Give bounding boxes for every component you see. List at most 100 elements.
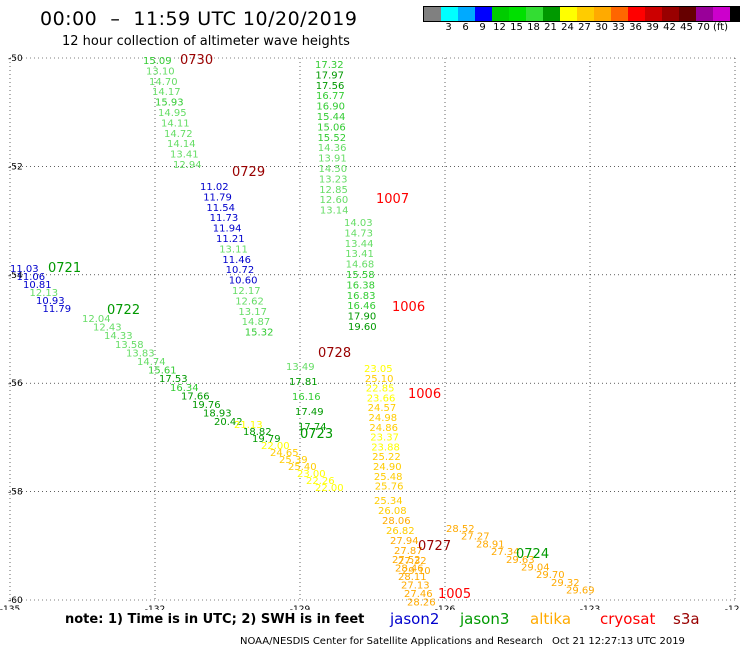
wave-height-value: 19.79 [252,434,281,445]
wave-height-value: 14.17 [152,87,181,98]
wave-height-value: 27.52 [392,555,421,566]
colorbar-tick-label: 24 [561,22,574,33]
colorbar-cell [441,7,458,21]
colorbar-cell [475,7,492,21]
wave-height-value: 26.08 [378,506,407,517]
wave-height-value: 12.43 [93,323,122,334]
wave-height-value: 29.32 [551,578,580,589]
colorbar-cell [696,7,713,21]
wave-height-value: 29.70 [536,570,565,581]
wave-height-value: 14.73 [344,228,373,239]
wave-height-value: 19.76 [192,400,221,411]
wave-height-value: 12.85 [319,185,348,196]
wave-height-value: 28.91 [476,539,505,550]
wave-height-value: 16.77 [316,91,345,102]
wave-height-value: 24.86 [369,423,398,434]
wave-height-value: 27.13 [401,581,430,592]
colorbar-cell [594,7,611,21]
colorbar-cell [713,7,730,21]
lat-label: -52 [8,162,23,172]
colorbar-cell [679,7,696,21]
wave-height-value: 24.90 [373,462,402,473]
wave-height-value: 23.66 [367,393,396,404]
colorbar-tick-label: 18 [527,22,540,33]
wave-height-value: 28.46 [395,564,424,575]
wave-height-value: 11.73 [210,213,239,224]
wave-height-value: 17.97 [315,70,344,81]
wave-height-value: 28.52 [446,524,475,535]
wave-height-value: 25.10 [365,374,394,385]
track-time-label: 1005 [438,587,471,602]
wave-height-value: 22.85 [366,384,395,395]
wave-height-value: 13.83 [126,348,155,359]
wave-height-value: 14.72 [164,129,193,140]
wave-height-value: 14.11 [161,118,190,129]
wave-height-value: 11.02 [200,182,229,193]
track-time-label: 0727 [418,539,451,554]
wave-height-value: 10.93 [36,296,65,307]
track-time-label: 0724 [516,547,549,562]
wave-height-value: 13.58 [115,340,144,351]
track-time-label: 1006 [392,300,425,315]
legend-jason2: jason2 [390,610,440,628]
wave-height-value: 15.93 [155,98,184,109]
wave-height-value: 14.70 [149,77,178,88]
wave-height-value: 11.94 [213,224,242,235]
track-time-label: 0723 [300,427,333,442]
wave-height-value: 24.98 [369,413,398,424]
wave-height-value: 18.93 [203,409,232,420]
lon-label: -123 [580,605,600,610]
colorbar-cell [509,7,526,21]
satellite-legend: jason2 jason3 altika cryosat s3a [0,610,740,630]
colorbar-cell [611,7,628,21]
wave-height-value: 25.40 [288,462,317,473]
wave-height-value: 24.65 [270,448,299,459]
wave-height-value: 22.26 [306,476,335,487]
colorbar-tick-label: 6 [462,22,469,33]
wave-height-value: 10.72 [226,265,255,276]
wave-height-value: 26.82 [386,526,415,537]
lat-label: -60 [8,596,23,606]
colorbar-cell [526,7,543,21]
wave-height-value: 23.00 [297,469,326,480]
wave-height-value: 19.60 [348,322,377,333]
colorbar-cell [492,7,509,21]
wave-height-value: 22.00 [315,483,344,494]
colorbar-cell [543,7,560,21]
wave-height-value: 13.14 [320,206,349,217]
wave-height-value: 15.52 [317,133,346,144]
colorbar-cell [730,7,740,21]
wave-height-value: 17.49 [295,407,324,418]
wave-height-value: 11.54 [206,203,235,214]
wave-height-value: 22.00 [261,441,290,452]
wave-height-value: 13.41 [170,150,199,161]
colorbar-tick-label: 30 [595,22,608,33]
wave-height-value: 12.60 [320,195,349,206]
colorbar-cell [424,7,441,21]
colorbar-tick-label: 27 [578,22,591,33]
wave-height-value: 17.53 [159,374,188,385]
colorbar-tick-label: 33 [612,22,625,33]
wave-height-value: 15.09 [143,56,172,67]
wave-height-value: 27.32 [398,556,427,567]
colorbar-tick-label: 21 [544,22,557,33]
track-time-label: 0729 [232,165,265,180]
colorbar-tick-label: 3 [445,22,452,33]
wave-height-value: 13.41 [345,249,374,260]
wave-height-value: 13.23 [319,174,348,185]
colorbar-cell [645,7,662,21]
wave-height-value: 16.46 [347,301,376,312]
lon-label: -135 [0,605,20,610]
wave-height-value: 13.44 [345,239,374,250]
footer-credit: NOAA/NESDIS Center for Satellite Applica… [240,636,543,647]
wave-height-value: 18.82 [243,427,272,438]
wave-height-value: 20.42 [214,417,243,428]
lat-label: -58 [8,488,23,498]
wave-height-value: 13.17 [238,307,267,318]
wave-height-value: 13.91 [318,154,347,165]
wave-height-value: 29.69 [566,586,595,597]
wave-height-value: 25.34 [374,496,403,507]
wave-height-value: 15.06 [317,122,346,133]
legend-s3a: s3a [673,610,700,628]
wave-height-value: 10.60 [229,276,258,287]
